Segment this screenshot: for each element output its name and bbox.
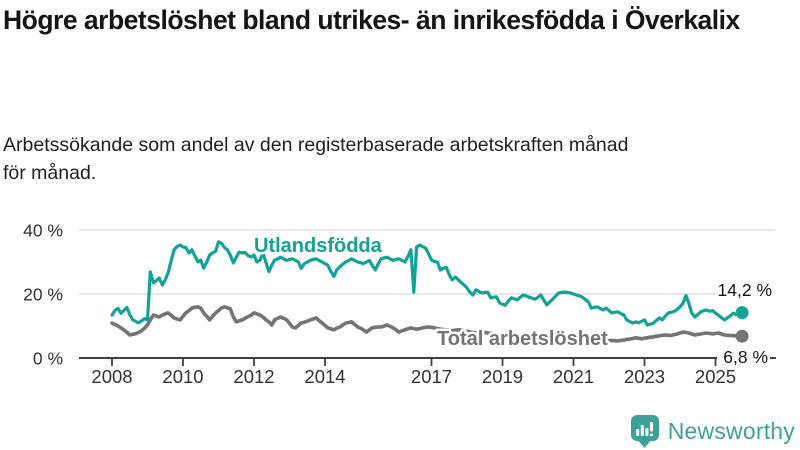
series-label-0: Utlandsfödda xyxy=(254,235,383,257)
x-tick-label: 2017 xyxy=(411,366,452,387)
end-value-label-1: 6,8 % xyxy=(723,347,768,367)
annotation-bg xyxy=(715,282,774,299)
series-line-1 xyxy=(110,304,744,343)
series-end-dot-1 xyxy=(735,329,749,343)
newsworthy-logo: Newsworthy xyxy=(630,413,795,449)
x-tick-label: 2010 xyxy=(162,366,203,387)
y-tick-label: 40 % xyxy=(23,221,63,241)
annotation-bg xyxy=(717,349,770,365)
end-value-label-0: 14,2 % xyxy=(718,280,772,300)
chart-title: Högre arbetslöshet bland utrikes- än inr… xyxy=(3,5,740,35)
x-tick-label: 2012 xyxy=(233,366,274,387)
x-tick-label: 2021 xyxy=(553,366,594,387)
series-line-0 xyxy=(110,240,744,327)
x-tick-label: 2014 xyxy=(304,366,345,387)
x-tick-label: 2025 xyxy=(695,366,736,387)
newsworthy-brand-text: Newsworthy xyxy=(667,417,795,444)
x-tick-label: 2008 xyxy=(91,366,132,387)
x-tick-label: 2023 xyxy=(624,366,665,387)
chart-subtitle: Arbetssökande som andel av den registerb… xyxy=(3,134,629,185)
series-end-dot-0 xyxy=(735,306,749,320)
y-tick-label: 20 % xyxy=(23,285,63,305)
series-label-1: Total arbetslöshet xyxy=(437,328,608,350)
y-tick-label: 0 % xyxy=(33,349,63,369)
newsworthy-icon xyxy=(630,415,659,448)
x-tick-label: 2019 xyxy=(482,366,523,387)
